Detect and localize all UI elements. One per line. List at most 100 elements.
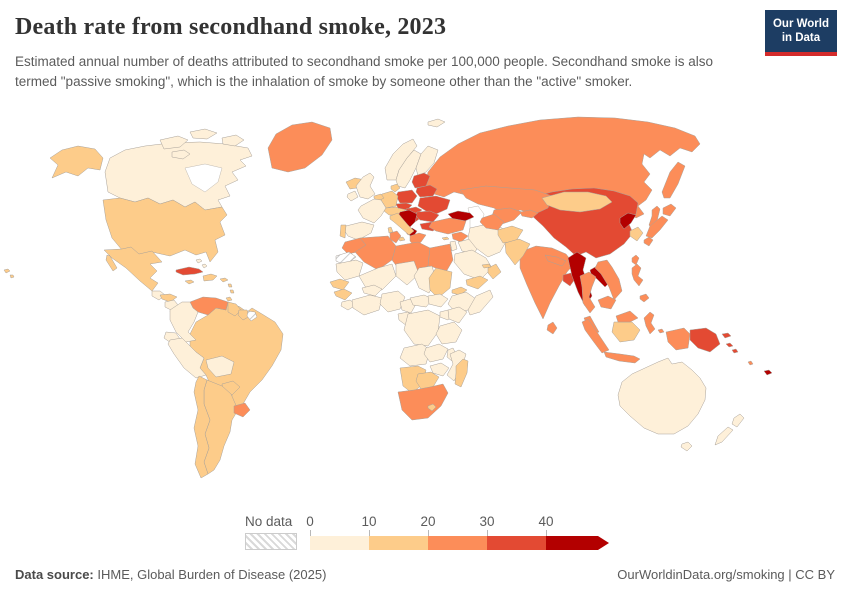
country-somalia[interactable] — [467, 289, 494, 316]
country-cambodia[interactable] — [597, 295, 617, 310]
country-cuba[interactable] — [175, 266, 204, 276]
country-west-new-guinea[interactable] — [665, 327, 691, 351]
country-vietnam[interactable] — [594, 259, 623, 301]
country-uk[interactable] — [355, 172, 376, 200]
country-nepal[interactable] — [544, 254, 567, 267]
country-poland[interactable] — [395, 189, 418, 204]
country-zambia[interactable] — [423, 343, 449, 363]
country-jamaica[interactable] — [184, 279, 195, 285]
country-portugal[interactable] — [339, 224, 347, 239]
legend-segment-20-30[interactable] — [428, 536, 487, 550]
country-levant[interactable] — [449, 240, 458, 252]
country-trinidad[interactable] — [225, 296, 233, 302]
country-mauritania[interactable] — [335, 259, 364, 281]
country-guyana[interactable] — [227, 301, 242, 317]
country-hispaniola[interactable] — [202, 273, 218, 282]
legend-segment-30-40[interactable] — [487, 536, 546, 550]
country-kamchatka[interactable] — [661, 161, 686, 199]
country-bahamas[interactable] — [195, 258, 208, 269]
legend-segment-40-plus[interactable] — [546, 536, 598, 550]
country-cyprus[interactable] — [441, 236, 450, 241]
country-turkey[interactable] — [428, 217, 467, 235]
country-kalimantan[interactable] — [611, 321, 641, 343]
owid-logo[interactable]: Our World in Data — [764, 10, 837, 56]
country-kenya[interactable] — [447, 306, 468, 324]
country-greenland[interactable] — [267, 121, 333, 173]
footer-link[interactable]: OurWorldinData.org/smoking | CC BY — [617, 567, 835, 582]
country-lesser-antilles[interactable] — [227, 283, 235, 294]
country-guinea[interactable] — [333, 288, 353, 301]
legend-segment-10-20[interactable] — [369, 536, 428, 550]
country-moluccas[interactable] — [657, 328, 665, 334]
country-suriname[interactable] — [237, 309, 251, 321]
country-burkina-faso[interactable] — [361, 284, 383, 297]
country-chile[interactable] — [193, 375, 211, 479]
country-australia[interactable] — [617, 357, 707, 435]
country-south-sudan[interactable] — [427, 293, 449, 308]
country-madagascar[interactable] — [454, 358, 469, 388]
country-denmark[interactable] — [390, 183, 401, 193]
country-mindanao[interactable] — [639, 293, 650, 303]
legend-no-data-swatch[interactable] — [245, 533, 297, 550]
country-west-african-coast[interactable] — [351, 294, 383, 316]
country-arctic-islands[interactable] — [159, 128, 245, 160]
country-zimbabwe[interactable] — [429, 362, 450, 377]
country-saudi-arabia[interactable] — [453, 249, 493, 281]
country-solomon-islands[interactable] — [725, 342, 739, 354]
country-french-guiana[interactable] — [246, 310, 258, 322]
country-taiwan[interactable] — [631, 254, 640, 266]
country-java[interactable] — [603, 351, 641, 364]
country-ireland[interactable] — [346, 190, 359, 202]
country-borneo-malaysia[interactable] — [615, 310, 639, 323]
country-oman[interactable] — [487, 263, 502, 280]
country-alaska[interactable] — [49, 145, 104, 179]
country-belarus[interactable] — [415, 184, 438, 198]
country-japan[interactable] — [643, 203, 677, 247]
country-kyrgyzstan-tajikistan[interactable] — [519, 209, 539, 219]
country-ukraine[interactable] — [417, 195, 451, 215]
country-north-korea[interactable] — [619, 212, 637, 230]
country-syria[interactable] — [451, 231, 469, 243]
legend-segment-0-10[interactable] — [310, 536, 369, 550]
country-tasmania[interactable] — [680, 441, 693, 452]
country-south-korea[interactable] — [629, 226, 644, 242]
country-senegal[interactable] — [329, 278, 350, 291]
country-honduras[interactable] — [159, 293, 178, 303]
country-puerto-rico[interactable] — [219, 277, 229, 283]
country-italy[interactable] — [389, 212, 415, 236]
country-tanzania[interactable] — [435, 321, 463, 345]
legend-color-scale: 0 10 20 30 40 — [306, 514, 620, 552]
country-drc[interactable] — [403, 309, 441, 347]
country-new-britain[interactable] — [721, 332, 732, 339]
country-france[interactable] — [357, 198, 387, 224]
country-vanuatu[interactable] — [747, 360, 754, 366]
country-nigeria[interactable] — [379, 290, 406, 313]
country-new-zealand[interactable] — [714, 413, 745, 446]
country-south-africa[interactable] — [397, 383, 449, 421]
country-hawaii[interactable] — [3, 268, 15, 279]
country-colombia[interactable] — [169, 301, 199, 343]
country-yemen[interactable] — [465, 275, 489, 290]
country-uruguay[interactable] — [233, 402, 251, 418]
country-sumatra[interactable] — [581, 318, 610, 354]
country-philippines[interactable] — [631, 263, 644, 287]
country-lesotho[interactable] — [427, 403, 437, 412]
country-mongolia[interactable] — [541, 191, 613, 213]
country-sulawesi[interactable] — [643, 311, 656, 335]
country-angola[interactable] — [399, 343, 431, 367]
country-peru[interactable] — [167, 337, 207, 379]
country-czechia[interactable] — [395, 202, 413, 211]
country-papua-new-guinea[interactable] — [689, 327, 721, 353]
country-fiji[interactable] — [763, 369, 773, 376]
country-sri-lanka[interactable] — [546, 321, 558, 335]
country-thailand[interactable] — [579, 271, 597, 314]
country-bolivia[interactable] — [205, 355, 235, 378]
country-tunisia[interactable] — [389, 230, 402, 244]
country-uae[interactable] — [481, 263, 492, 269]
country-mexico[interactable] — [103, 246, 163, 292]
country-svalbard[interactable] — [427, 118, 446, 128]
country-niger[interactable] — [395, 260, 420, 286]
page-title: Death rate from secondhand smoke, 2023 — [15, 14, 447, 40]
country-pakistan[interactable] — [504, 238, 531, 266]
